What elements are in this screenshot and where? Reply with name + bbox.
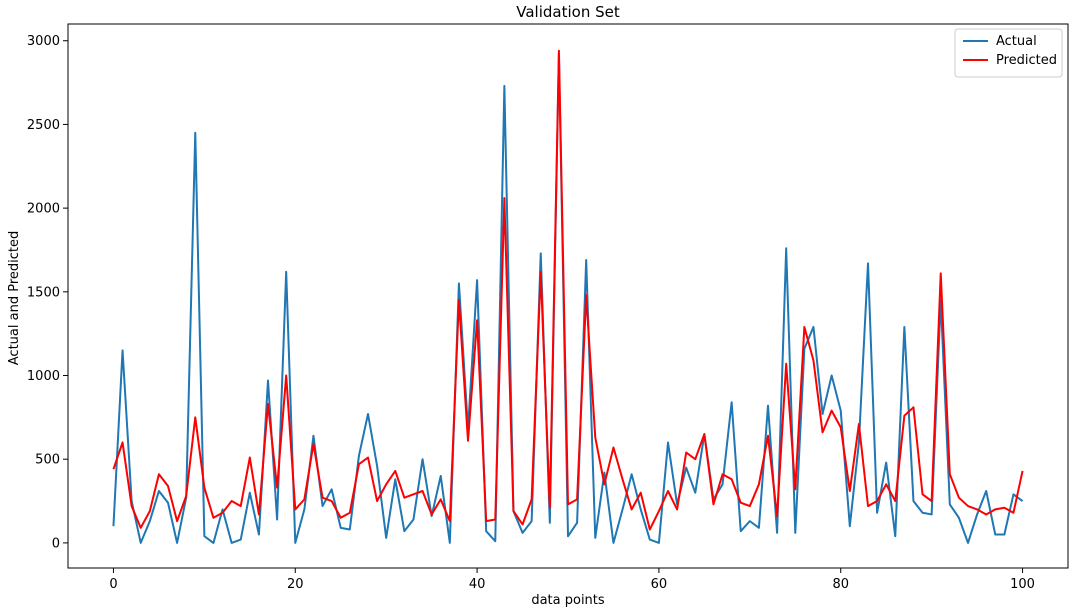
x-tick-label: 80 — [832, 577, 849, 592]
series-layer — [112, 49, 1024, 544]
series-line-predicted — [112, 49, 1024, 531]
legend-label-predicted: Predicted — [996, 53, 1057, 68]
y-axis-ticks: 0 500 1000 1500 2000 2500 3000 — [27, 34, 68, 551]
x-axis-label: data points — [531, 593, 605, 608]
y-tick-label: 1000 — [27, 369, 60, 384]
legend: Actual Predicted — [954, 28, 1063, 78]
y-tick-label: 500 — [35, 453, 60, 468]
y-tick-label: 2500 — [27, 118, 60, 133]
x-axis-ticks: 0 20 40 60 80 100 — [109, 568, 1035, 592]
x-tick-label: 0 — [109, 577, 117, 592]
x-tick-label: 20 — [287, 577, 304, 592]
y-tick-label: 2000 — [27, 202, 60, 217]
y-tick-label: 0 — [52, 536, 60, 551]
chart-title: Validation Set — [516, 3, 620, 21]
y-axis-label: Actual and Predicted — [7, 231, 22, 365]
legend-label-actual: Actual — [996, 34, 1037, 49]
x-tick-label: 60 — [651, 577, 668, 592]
plot-frame — [67, 23, 1069, 569]
x-tick-label: 100 — [1010, 577, 1035, 592]
y-tick-label: 1500 — [27, 285, 60, 300]
y-tick-label: 3000 — [27, 34, 60, 49]
x-tick-label: 40 — [469, 577, 486, 592]
